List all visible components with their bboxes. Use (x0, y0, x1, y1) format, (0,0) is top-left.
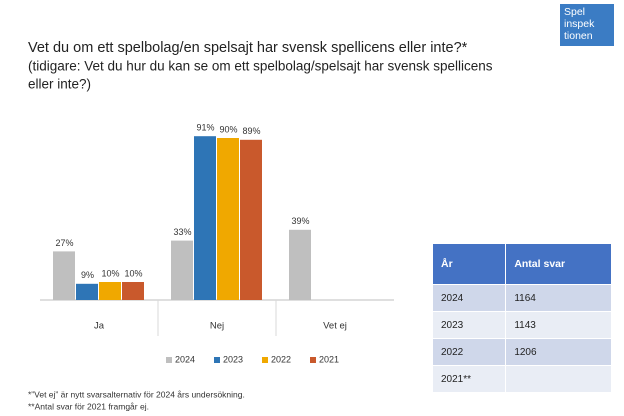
chart-subtitle: (tidigare: Vet du hur du kan se om ett s… (28, 59, 493, 74)
table-header-row: År Antal svar (431, 243, 612, 285)
legend-label: 2021 (319, 354, 339, 364)
table-row: 2023 1143 (431, 311, 612, 339)
table: År Antal svar 2024 1164 2023 1143 2022 1206 2021… (431, 243, 612, 393)
bar (53, 251, 75, 300)
data-label: 91% (196, 123, 214, 133)
legend-label: 2023 (223, 354, 243, 364)
table-row: 2022 1206 (431, 338, 612, 366)
header-cell: År (431, 243, 507, 285)
legend-swatch (310, 357, 316, 363)
legend-swatch (262, 357, 268, 363)
data-label: 10% (101, 268, 119, 278)
x-tick-label: Ja (94, 321, 105, 332)
data-label: 33% (173, 227, 191, 237)
x-tick-label: Vet ej (323, 321, 347, 332)
bar (217, 138, 239, 300)
table-row: 2021** (431, 365, 612, 393)
header-cell: Antal svar (505, 243, 612, 285)
legend-label: 2022 (271, 354, 291, 364)
x-tick-label: Nej (210, 321, 224, 332)
bar (76, 283, 98, 300)
chart-subtitle: eller inte?) (28, 77, 91, 92)
bar (99, 282, 121, 300)
cell: 1143 (505, 311, 612, 339)
logo: Spel inspek tionen (560, 4, 614, 46)
table-row: 2024 1164 (431, 284, 612, 312)
footnote: **Antal svar för 2021 framgår ej. (28, 401, 149, 411)
footnote: *”Vet ej” är nytt svarsalternativ för 20… (28, 389, 245, 399)
bar (122, 282, 144, 300)
cell (505, 365, 612, 393)
bar (171, 240, 193, 300)
bar (194, 136, 216, 300)
cell: 2024 (431, 284, 507, 312)
legend-label: 2024 (175, 354, 195, 364)
cell: 2021** (431, 365, 507, 393)
data-label: 89% (242, 126, 260, 136)
logo-text: Spel (564, 6, 586, 18)
cell: 2022 (431, 338, 507, 366)
legend-swatch (166, 357, 172, 363)
bar (289, 229, 311, 300)
data-label: 10% (124, 268, 142, 278)
logo-text: tionen (564, 30, 593, 42)
data-label: 27% (55, 238, 73, 248)
bar (240, 139, 262, 300)
cell: 1206 (505, 338, 612, 366)
legend-swatch (214, 357, 220, 363)
logo-text: inspek (564, 18, 595, 30)
data-label: 9% (81, 270, 94, 280)
data-label: 39% (291, 216, 309, 226)
cell: 1164 (505, 284, 612, 312)
data-label: 90% (219, 124, 237, 134)
cell: 2023 (431, 311, 507, 339)
chart-title: Vet du om ett spelbolag/en spelsajt har … (28, 40, 468, 56)
